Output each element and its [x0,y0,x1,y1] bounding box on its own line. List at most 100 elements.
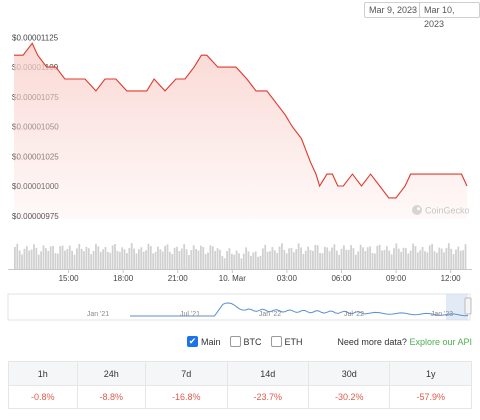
volume-bar [226,251,228,269]
volume-bar [402,247,405,269]
period-header: 1y [389,361,472,386]
volume-bar [209,245,212,269]
eth-toggle[interactable]: ETH [270,336,303,347]
volume-bar [245,247,248,269]
eth-label: ETH [284,336,303,347]
volume-bar [266,251,269,269]
volume-bar [250,256,252,269]
volume-bar [35,247,38,269]
watermark-text: CoinGecko [425,206,470,216]
period-header: 30d [307,361,391,386]
x-tick-label: 03:00 [277,274,298,283]
volume-bar [92,251,95,269]
eth-checkbox[interactable] [270,336,282,347]
volume-bar [145,250,147,269]
volume-bar [44,248,47,269]
btc-checkbox[interactable] [229,336,241,347]
volume-bar [362,247,364,269]
volume-bar [252,252,255,269]
volume-bar [395,243,398,269]
volume-bar [447,243,450,269]
volume-bar [350,245,352,269]
volume-bar [357,251,360,269]
x-axis-ticks: 15:00 18:00 21:00 10. Mar 03:00 06:00 09:00 12:… [59,269,461,283]
volume-bar [416,252,419,269]
btc-toggle[interactable]: BTC [229,336,262,347]
volume-bar [307,246,310,269]
volume-bar [335,250,338,269]
volume-bar [300,247,302,269]
volume-bar [242,253,245,269]
volume-bar [152,253,155,269]
volume-bar [240,258,243,269]
volume-bar [207,252,209,269]
volume-bar [412,243,414,269]
volume-bar [450,248,453,269]
volume-bar [61,245,64,269]
volume-bar [233,254,236,269]
volume-bar [288,248,290,269]
volume-bar [216,248,219,269]
volume-bar [211,246,214,269]
volume-bar [292,252,295,269]
volume-bar [273,250,276,269]
change-value: -0.8% [8,385,78,409]
volume-bar [123,249,126,269]
period-header: 1h [8,361,78,386]
volume-bar [195,249,197,269]
volume-bar [90,254,93,269]
volume-bar [173,247,176,269]
volume-bar [142,251,145,269]
series-legend: ✔ Main BTC ETH [187,336,303,347]
volume-bar [97,246,100,269]
x-tick-label: 09:00 [386,274,407,283]
volume-bar [176,246,178,269]
volume-bar [73,254,76,269]
volume-bar [75,248,78,269]
performance-header-row: 1h 24h 7d 14d 30d 1y [8,361,472,386]
volume-bar [149,246,152,269]
volume-bar [257,256,259,269]
volume-bar [371,253,374,269]
explore-api-link[interactable]: Explore our API [409,337,472,347]
volume-bar [33,244,35,269]
main-label: Main [201,336,221,347]
navigator-history-line [130,302,469,317]
volume-bar [166,244,169,269]
volume-bar [290,247,293,269]
volume-bar [118,251,121,269]
price-chart[interactable]: $0.00001125$0.00001100$0.00001075$0.0000… [0,0,480,330]
volume-bar [85,246,88,269]
volume-bar [183,244,186,269]
volume-bar [383,249,386,269]
volume-bar [42,245,45,269]
volume-bar [126,253,128,269]
volume-bar [378,244,381,269]
range-navigator[interactable]: Jan '21 Jul '21 Jan '22 Jul '22 Jan '23 [7,293,472,321]
price-line[interactable] [14,42,468,199]
volume-bar [83,251,85,269]
volume-bar [18,250,21,269]
date-range-end[interactable]: Mar 10, 2023 [419,2,480,29]
navigator-ticks: Jan '21 Jul '21 Jan '22 Jul '22 Jan '23 [87,311,453,318]
volume-bar [390,254,393,269]
coingecko-logo-eye-icon [417,207,420,211]
volume-bar [276,252,279,269]
volume-bar [397,248,400,269]
volume-bar [359,244,362,269]
volume-bar [28,250,31,269]
volume-bar [426,252,429,269]
main-checkbox[interactable]: ✔ [187,336,198,347]
volume-bar [278,246,281,269]
main-toggle[interactable]: ✔ Main [187,336,221,347]
volume-bar [352,248,355,269]
volume-bar [436,252,438,269]
volume-bar [323,246,326,269]
volume-bar [428,245,431,269]
volume-bar [190,250,193,269]
navigator-handle[interactable] [464,297,472,315]
volume-bar [414,246,417,269]
volume-bar [214,251,217,269]
volume-bar [54,253,57,269]
